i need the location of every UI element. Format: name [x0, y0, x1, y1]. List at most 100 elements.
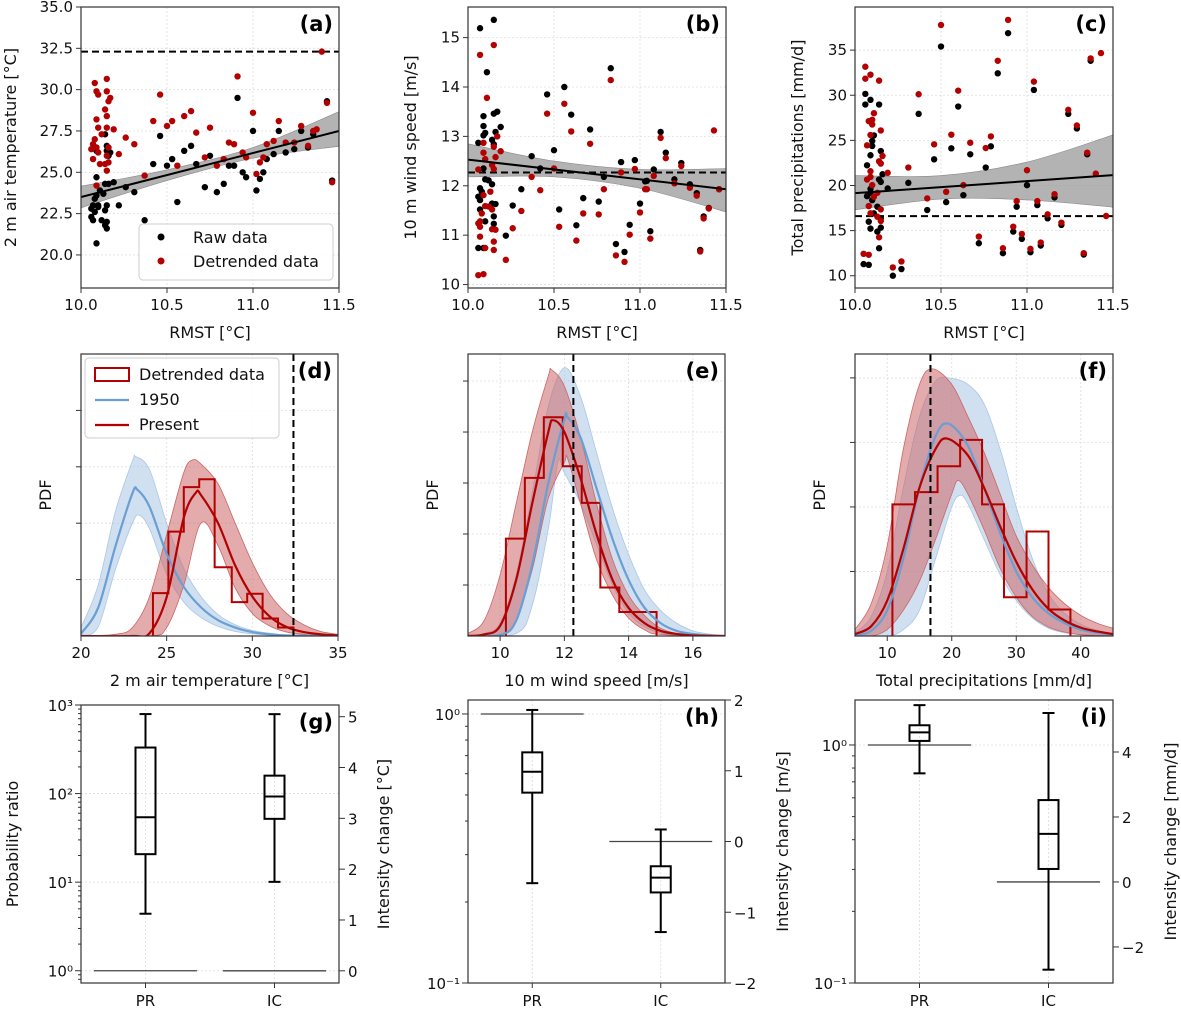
x-axis-label: 10 m wind speed [m/s]	[504, 671, 688, 690]
data-point	[867, 96, 874, 104]
right-y-tick-label: 5	[348, 709, 358, 727]
data-point	[865, 202, 872, 210]
y-tick-label: 22.5	[40, 205, 73, 223]
y-tick-label: 32.5	[40, 39, 73, 57]
x-tick-label: 35	[328, 644, 347, 662]
right-y-tick-label: 0	[734, 834, 744, 852]
x-tick-label: 11.0	[623, 296, 656, 314]
panel-c: 10.0 10.5 11.0 11.5 10 15 20 25 30 35 RMST [°C] Tot…	[788, 6, 1130, 342]
data-point	[174, 162, 181, 169]
data-point	[697, 248, 704, 255]
data-point	[863, 142, 871, 149]
data-point	[105, 159, 112, 166]
data-point	[490, 16, 497, 24]
data-point	[955, 103, 962, 110]
legend: Detrended data 1950 Present	[84, 357, 280, 439]
data-point	[115, 202, 123, 209]
data-point	[999, 245, 1007, 252]
y-tick-label: 25.0	[40, 163, 73, 181]
plot-area	[855, 16, 1113, 279]
right-y-tick-label: 1	[734, 763, 744, 781]
data-point	[889, 264, 897, 271]
data-point	[502, 232, 510, 239]
data-point	[95, 91, 102, 98]
data-point	[867, 225, 874, 232]
data-point	[275, 117, 282, 125]
data-point	[960, 191, 967, 199]
box-body	[134, 746, 157, 856]
category-label: PR	[523, 992, 542, 1010]
data-point	[93, 182, 100, 189]
data-point	[476, 233, 484, 240]
data-point	[1010, 223, 1017, 230]
data-point	[328, 179, 336, 186]
data-point	[982, 144, 989, 152]
data-point	[187, 142, 195, 150]
box-pr	[134, 713, 157, 915]
x-tick-label: 11.5	[322, 296, 355, 314]
right-y-tick-label: 0	[1122, 874, 1132, 892]
right-y-axis-label: Intensity change [mm/d]	[1161, 743, 1180, 941]
panel-b: 10.0 10.5 11.0 11.5 10 11 12 13 14 15 RMST [°C] 10 …	[401, 6, 743, 342]
data-point	[975, 240, 983, 247]
pdf-curve-present	[855, 437, 1113, 636]
data-point	[617, 169, 625, 176]
x-axis-label: RMST [°C]	[169, 323, 251, 342]
plot-area	[468, 16, 726, 279]
right-y-tick-label: 4	[1122, 744, 1132, 762]
data-point	[1073, 122, 1081, 129]
data-point	[256, 159, 264, 166]
data-point	[201, 154, 209, 161]
data-point	[865, 261, 872, 269]
data-point	[879, 171, 886, 178]
data-point	[875, 101, 883, 108]
data-point	[98, 217, 105, 224]
data-point	[600, 186, 608, 193]
histogram	[891, 438, 1072, 636]
data-point	[494, 108, 501, 115]
data-point	[323, 99, 331, 107]
data-point	[631, 156, 639, 164]
data-point	[230, 140, 238, 148]
axes-frame	[854, 353, 1114, 637]
x-tick-label: 11.5	[709, 296, 742, 314]
panel-label: (a)	[300, 12, 333, 36]
axes-frame	[467, 6, 727, 289]
data-point	[607, 76, 614, 84]
panel-g: PR IC 10⁰ 10¹ 10² 10³ 0 1 2 3 4 5 Probability ratio I…	[3, 697, 393, 1010]
x-tick-label: 11.5	[1096, 296, 1129, 314]
data-point	[568, 111, 575, 118]
data-point	[905, 179, 912, 187]
histogram-outline	[151, 478, 295, 636]
y-axis-label: PDF	[810, 479, 829, 510]
plot-area	[81, 48, 339, 247]
data-point	[528, 152, 535, 160]
right-y-tick-label: −2	[734, 975, 756, 993]
left-y-tick-label: 10⁻¹	[427, 975, 460, 993]
data-point	[612, 252, 620, 259]
data-point	[518, 207, 525, 215]
right-y-tick-label: 2	[1122, 809, 1132, 827]
data-point	[480, 165, 487, 172]
y-tick-label: 13	[441, 127, 460, 145]
data-point	[101, 207, 109, 214]
category-label: IC	[1041, 992, 1056, 1010]
axes-frame	[854, 6, 1114, 289]
box-ic	[263, 713, 286, 883]
data-point	[98, 131, 105, 138]
axes-frame	[854, 699, 1114, 984]
data-point	[206, 124, 214, 131]
raw-data-series	[88, 94, 336, 247]
left-y-tick-label: 10⁰	[48, 963, 73, 981]
data-point	[924, 195, 931, 202]
legend-marker	[157, 233, 165, 241]
data-point	[867, 168, 874, 175]
data-point	[586, 126, 594, 133]
data-point	[662, 154, 669, 162]
legend-box	[84, 357, 280, 439]
x-tick-label: 10	[878, 644, 897, 662]
data-point	[1037, 239, 1044, 246]
data-point	[103, 167, 111, 174]
histogram	[151, 478, 295, 636]
data-point	[693, 192, 700, 199]
